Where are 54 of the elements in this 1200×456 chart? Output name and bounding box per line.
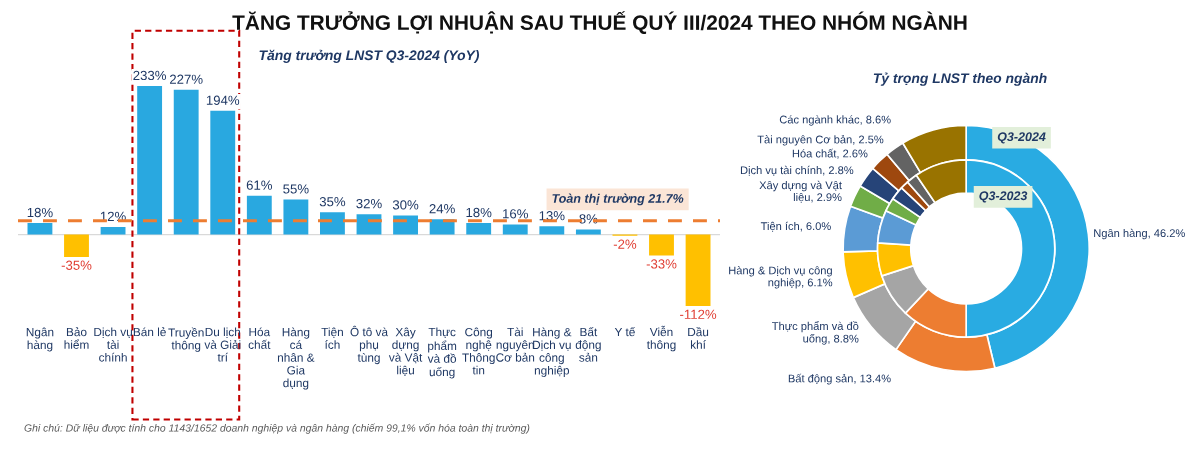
x-tick-label: Công nghệ Thông tin	[462, 327, 495, 375]
slice-label: Q3-2023	[979, 191, 1028, 203]
ref-line-label: Toàn thị trường 21.7%	[552, 193, 684, 206]
data-label: -112%	[680, 309, 717, 319]
data-label: 16%	[503, 209, 528, 219]
bar	[137, 86, 163, 235]
text: Ghi chú: Dữ liệu được tính cho 1143/1652 doanh nghiệp và ngân hàng (chiếm 99,1% vốn hóa toàn thị trường)	[24, 423, 530, 434]
x-tick-label: Hóa chất	[248, 327, 271, 349]
slice-label: Dịch vụ tài chính, 2.8%	[740, 165, 854, 176]
slice-label: Ngân hàng, 46.2%	[1094, 228, 1185, 240]
data-label: 55%	[283, 184, 309, 194]
slice-label: Tài nguyên Cơ bản, 2.5%	[757, 135, 884, 146]
data-label: -35%	[61, 260, 92, 270]
data-label: 194%	[206, 95, 240, 105]
slice-label: Tiện ích, 6.0%	[760, 221, 831, 232]
data-label: 24%	[429, 204, 455, 214]
x-tick-label: Xây dựng và Vật liệu	[388, 327, 423, 377]
data-label: 30%	[392, 200, 419, 210]
x-tick-label: Tiện ích	[321, 327, 343, 349]
x-tick-label: Dịch vụ tài chính	[94, 327, 132, 362]
slice-label: Xây dựng và Vật liệu, 2.9%	[759, 180, 842, 203]
data-label: 35%	[319, 197, 346, 207]
x-tick-label: Bảo hiểm	[64, 327, 89, 349]
slice-label: Thực phẩm và đồ uống, 8.8%	[772, 320, 859, 345]
x-tick-label: Ngân hàng	[26, 327, 54, 352]
x-tick-label: Truyền thông	[168, 327, 204, 352]
x-tick-label: Hàng cá nhân & Gia dụng	[277, 327, 315, 390]
chart-title: Tỷ trọng LNST theo ngành	[873, 72, 1047, 86]
data-label: -2%	[613, 239, 637, 249]
data-label: 13%	[539, 211, 565, 221]
chart-subtitle: Tăng trưởng LNST Q3-2024 (YoY)	[259, 49, 480, 63]
data-label: 32%	[356, 198, 382, 209]
bar	[210, 110, 236, 235]
x-tick-label: Hàng & Dịch vụ công nghiệp	[533, 327, 572, 377]
data-label: 18%	[27, 207, 53, 218]
data-label: -33%	[646, 259, 677, 269]
x-tick-label: Bán lẻ	[133, 327, 166, 337]
x-tick-label: Du lịch và Giải trí	[204, 327, 241, 362]
x-tick-label: Ô tô và phụ tùng	[350, 325, 389, 365]
x-tick-label: Thực phẩm và đồ uống	[427, 327, 457, 379]
data-label: 227%	[169, 74, 203, 84]
slice-label: Bất động sản, 13.4%	[788, 373, 891, 385]
slice-label: Hóa chất, 2.6%	[792, 148, 868, 159]
x-tick-label: Dầu khí	[688, 327, 709, 349]
chart-title: TĂNG TRƯỞNG LỢI NHUẬN SAU THUẾ QUÝ III/2024 THEO NHÓM NGÀNH	[232, 11, 967, 34]
x-tick-label: Viễn thông	[646, 325, 676, 352]
data-label: 233%	[133, 70, 167, 81]
data-label: 61%	[246, 180, 273, 190]
data-label: 18%	[466, 207, 492, 218]
slice-label: Các ngành khác, 8.6%	[779, 115, 891, 126]
x-tick-label: Y tế	[614, 327, 636, 337]
slice-label: Hàng & Dịch vụ công nghiệp, 6.1%	[729, 266, 833, 289]
slice-label: Q3-2024	[997, 132, 1046, 144]
x-tick-label: Bất động sản	[575, 327, 601, 362]
